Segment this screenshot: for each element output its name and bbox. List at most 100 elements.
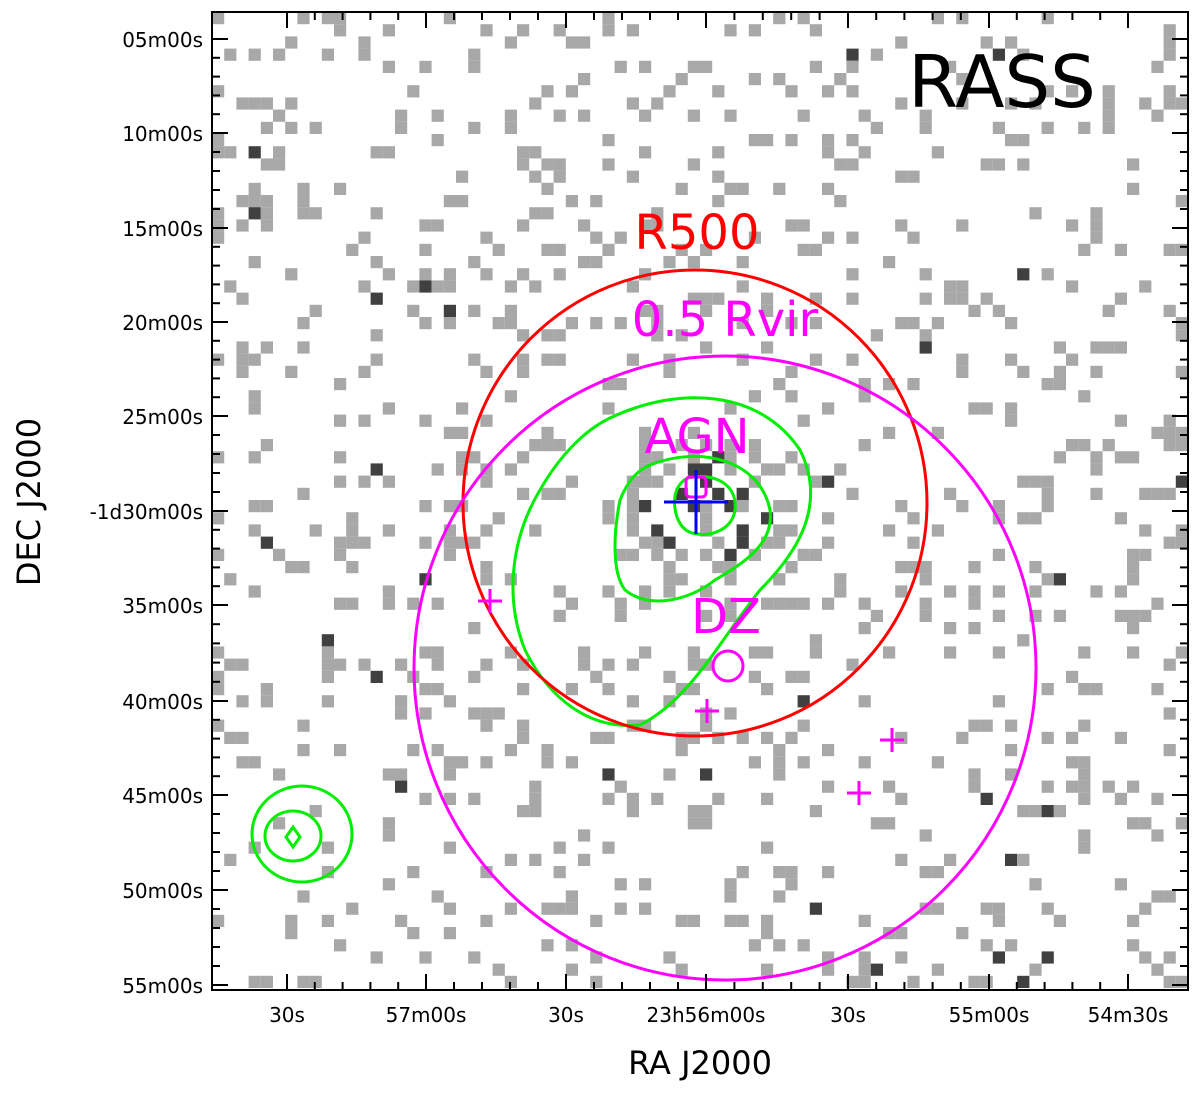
xray-pixel [1090, 463, 1103, 476]
xray-pixel [968, 304, 981, 317]
xray-pixel [858, 695, 871, 708]
xray-pixel [858, 963, 871, 976]
xray-pixel [651, 207, 664, 220]
xray-pixel [919, 829, 932, 842]
xray-pixel [492, 243, 505, 256]
xray-pixel [1175, 475, 1188, 488]
xray-pixel [248, 756, 261, 769]
x-tick-label: 54m30s [1088, 1003, 1169, 1027]
xray-pixel [321, 670, 334, 683]
xray-pixel [358, 536, 371, 549]
xray-pixel [553, 24, 566, 37]
xray-pixel [797, 109, 810, 122]
xray-pixel [602, 841, 615, 854]
xray-pixel [797, 939, 810, 952]
xray-pixel [639, 146, 652, 159]
xray-pixel [443, 12, 456, 25]
xray-pixel [712, 561, 725, 574]
xray-pixel [1175, 439, 1188, 452]
xray-pixel [834, 73, 847, 86]
xray-pixel [822, 597, 835, 610]
xray-pixel [700, 548, 713, 561]
xray-pixel [907, 536, 920, 549]
xray-pixel [553, 866, 566, 879]
xray-pixel [553, 841, 566, 854]
contour-middle [613, 454, 772, 603]
xray-pixel [346, 597, 359, 610]
xray-pixel [895, 561, 908, 574]
xray-pixel [334, 597, 347, 610]
xray-pixel [1175, 243, 1188, 256]
xray-pixel [517, 146, 530, 159]
xray-pixel [639, 219, 652, 232]
xray-pixel [382, 524, 395, 537]
xray-pixel [956, 73, 969, 86]
xray-pixel [273, 48, 286, 61]
xray-pixel [944, 622, 957, 635]
xray-pixel [1017, 48, 1030, 61]
xray-pixel [297, 719, 310, 732]
xray-pixel [212, 719, 225, 732]
y-tick-label: 45m00s [122, 784, 203, 808]
xray-pixel [248, 524, 261, 537]
xray-pixel [931, 866, 944, 879]
xray-pixel [212, 134, 225, 147]
xray-pixel [492, 317, 505, 330]
xray-pixel [1066, 280, 1079, 293]
xray-pixel [1102, 439, 1115, 452]
xray-pixel [1017, 805, 1030, 818]
xray-pixel [553, 158, 566, 171]
dz-circle-marker [711, 649, 745, 683]
xray-pixel [260, 97, 273, 110]
xray-pixel [1151, 109, 1164, 122]
xray-pixel [553, 487, 566, 500]
xray-pixel [626, 97, 639, 110]
xray-pixel [736, 536, 749, 549]
xray-pixel [553, 268, 566, 281]
xray-pixel [1005, 744, 1018, 757]
x-tick-label: 57m00s [386, 1003, 467, 1027]
xray-pixel [1114, 512, 1127, 525]
xray-pixel [724, 878, 737, 891]
xray-pixel [614, 780, 627, 793]
xray-pixel [468, 536, 481, 549]
xray-pixel [639, 304, 652, 317]
xray-pixel [541, 207, 554, 220]
xray-pixel [639, 60, 652, 73]
xray-pixel [1053, 365, 1066, 378]
xray-pixel [273, 146, 286, 159]
xray-pixel [895, 97, 908, 110]
xray-pixel [517, 353, 530, 366]
xray-pixel [456, 426, 469, 439]
xray-pixel [797, 756, 810, 769]
xray-pixel [858, 439, 871, 452]
xray-pixel [773, 182, 786, 195]
xray-pixel [614, 609, 627, 622]
xray-pixel [712, 85, 725, 98]
xray-pixel [260, 121, 273, 134]
xray-pixel [334, 378, 347, 391]
xray-pixel [992, 695, 1005, 708]
xray-pixel [1041, 378, 1054, 391]
xray-pixel [956, 97, 969, 110]
x-tick-label: 23h56m00s [647, 1003, 766, 1027]
xray-pixel [297, 744, 310, 757]
xray-pixel [273, 548, 286, 561]
xray-pixel [687, 256, 700, 269]
xray-pixel [785, 317, 798, 330]
xray-pixel [480, 524, 493, 537]
xray-pixel [785, 219, 798, 232]
xray-pixel [614, 60, 627, 73]
xray-pixel [992, 48, 1005, 61]
xray-pixel [809, 634, 822, 647]
xray-pixel [773, 939, 786, 952]
xray-pixel [1151, 792, 1164, 805]
xray-pixel [443, 792, 456, 805]
xray-pixel [468, 60, 481, 73]
xray-pixel [663, 951, 676, 964]
xray-pixel [1005, 414, 1018, 427]
xray-pixel [980, 792, 993, 805]
xray-pixel [297, 207, 310, 220]
xray-pixel [1041, 475, 1054, 488]
xray-pixel [358, 36, 371, 49]
